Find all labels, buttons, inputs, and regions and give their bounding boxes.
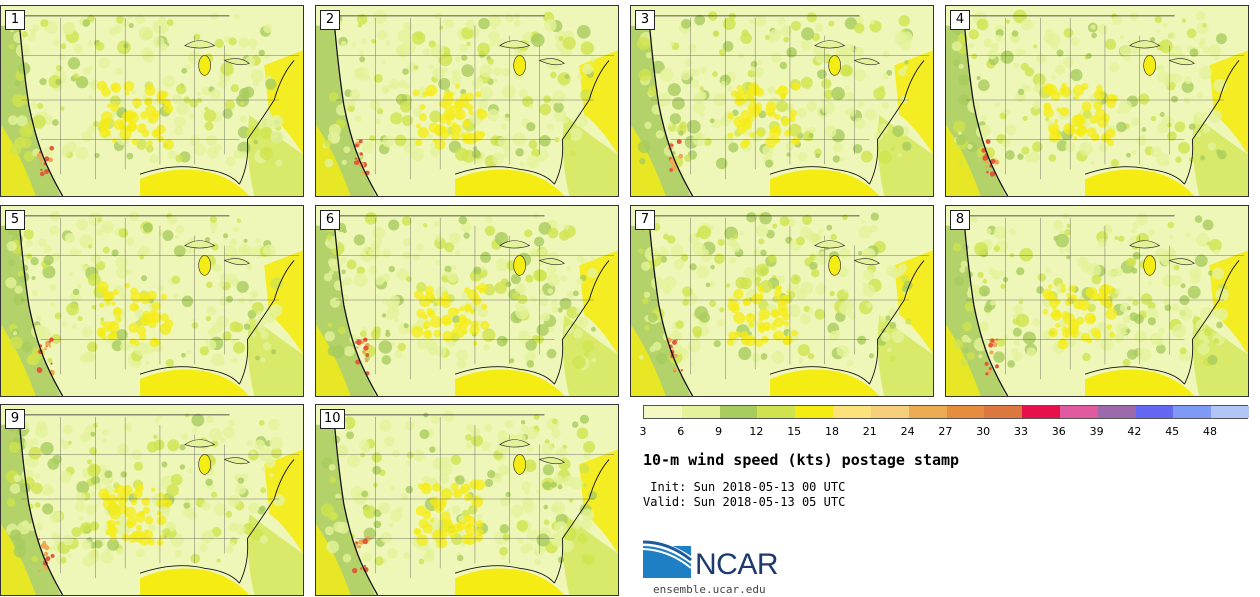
- colorbar-tick-label: 12: [749, 425, 764, 438]
- panel-number: 4: [950, 10, 970, 30]
- colorbar-segment: [908, 406, 947, 418]
- colorbar-tick-label: 24: [900, 425, 915, 438]
- colorbar-segment: [681, 406, 721, 418]
- colorbar-tick-label: 36: [1051, 425, 1066, 438]
- member-panel: 9: [0, 404, 304, 596]
- colorbar-tick-label: 15: [787, 425, 802, 438]
- colorbar-tick-label: 48: [1203, 425, 1217, 438]
- colorbar-tick-label: 27: [938, 425, 953, 438]
- colorbar-segment: [795, 406, 834, 418]
- colorbar-segment: [1059, 406, 1099, 418]
- colorbar-segment: [719, 406, 758, 418]
- colorbar-segment: [1173, 406, 1212, 418]
- colorbar-segment: [1135, 406, 1174, 418]
- panel-number: 10: [320, 409, 345, 429]
- colorbar-segment: [1022, 406, 1061, 418]
- member-panel: 7: [630, 205, 934, 397]
- colorbar-tick-label: 9: [715, 425, 723, 438]
- panel-number: 3: [635, 10, 655, 30]
- colorbar-segment: [946, 406, 985, 418]
- panel-number: 2: [320, 10, 340, 30]
- colorbar: [643, 405, 1250, 419]
- colorbar-tick-label: 6: [677, 425, 685, 438]
- colorbar-segment: [984, 406, 1023, 418]
- ncar-logo-icon: [643, 540, 692, 578]
- colorbar-segment: [644, 406, 683, 418]
- panel-number: 1: [5, 10, 25, 30]
- colorbar-segment: [1097, 406, 1137, 418]
- member-panel: 3: [630, 5, 934, 197]
- colorbar-tick-label: 33: [1014, 425, 1028, 438]
- colorbar-segment: [757, 406, 796, 418]
- colorbar-tick-label: 21: [862, 425, 877, 438]
- member-panel: 4: [945, 5, 1249, 197]
- chart-title: 10-m wind speed (kts) postage stamp: [643, 451, 960, 469]
- member-panel: 10: [315, 404, 619, 596]
- valid-time: Valid: Sun 2018-05-13 05 UTC: [643, 495, 846, 509]
- colorbar-tick-label: 30: [976, 425, 991, 438]
- member-panel: 2: [315, 5, 619, 197]
- panel-number: 8: [950, 210, 970, 230]
- panel-number: 6: [320, 210, 340, 230]
- colorbar-tick-label: 39: [1089, 425, 1104, 438]
- panel-number: 5: [5, 210, 25, 230]
- member-panel: 8: [945, 205, 1249, 397]
- member-panel: 6: [315, 205, 619, 397]
- panel-number: 9: [5, 409, 25, 429]
- colorbar-tick-label: 42: [1127, 425, 1142, 438]
- logo-text: NCAR: [695, 548, 779, 581]
- member-panel: 5: [0, 205, 304, 397]
- colorbar-segment: [870, 406, 910, 418]
- colorbar-segment: [1211, 406, 1250, 418]
- colorbar-segment: [833, 406, 872, 418]
- colorbar-tick-label: 45: [1165, 425, 1180, 438]
- init-time: Init: Sun 2018-05-13 00 UTC: [643, 480, 846, 494]
- colorbar-tick-label: 3: [639, 425, 647, 438]
- site-url: ensemble.ucar.edu: [653, 583, 766, 596]
- member-panel: 1: [0, 5, 304, 197]
- colorbar-tick-label: 18: [825, 425, 839, 438]
- panel-number: 7: [635, 210, 655, 230]
